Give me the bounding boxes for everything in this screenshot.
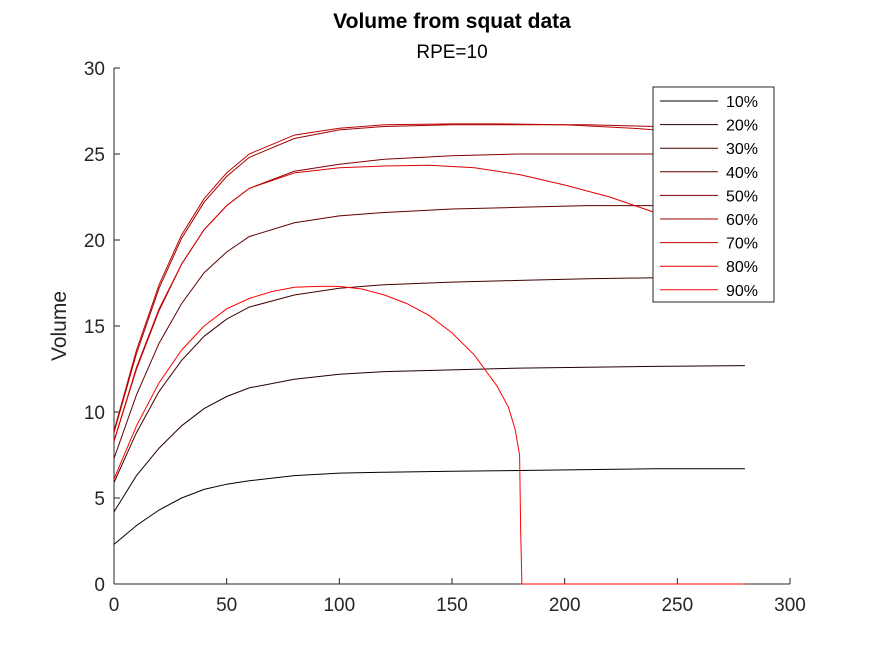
legend-label: 30% [726,141,758,158]
y-tick-label: 10 [84,403,105,424]
series-line-6 [113,124,745,433]
y-tick-label: 5 [94,489,105,510]
series-line-8 [113,164,746,442]
x-tick-label: 50 [216,595,237,616]
x-tick-label: 100 [323,595,355,616]
y-axis-label: Volume [48,291,71,361]
y-tick-label: 25 [84,145,105,166]
legend-label: 70% [726,236,758,253]
legend-label: 20% [726,118,758,135]
series-line-7 [113,123,745,432]
x-tick-label: 250 [661,595,693,616]
y-tick-label: 0 [94,575,105,596]
x-tick-label: 200 [549,595,581,616]
y-tick-label: 30 [84,59,105,80]
series-line-4 [113,205,745,459]
series-group [113,123,746,585]
x-ticks: 0 50 100 150 200 250 300 [109,578,806,616]
y-tick-label: 15 [84,317,105,338]
chart-subtitle: RPE=10 [416,42,487,63]
legend-label: 80% [726,259,758,276]
legend-label: 10% [726,94,758,111]
x-tick-label: 300 [774,595,806,616]
series-line-3 [113,275,745,483]
legend-items: 10% 20% 30% 40% 50% 60% 70% 80% 90% [660,94,758,300]
y-ticks: 0 5 10 15 20 25 30 [84,59,120,596]
series-line-1 [113,468,745,545]
chart-title: Volume from squat data [333,10,571,33]
series-line-5 [113,153,745,442]
legend: 10% 20% 30% 40% 50% 60% 70% 80% 90% [652,86,775,303]
series-line-2 [113,365,745,513]
y-tick-label: 20 [84,231,105,252]
legend-label: 60% [726,212,758,229]
legend-label: 40% [726,165,758,182]
series-line-9 [113,285,745,585]
x-tick-label: 150 [436,595,468,616]
legend-label: 50% [726,188,758,205]
legend-label: 90% [726,283,758,300]
x-tick-label: 0 [109,595,120,616]
